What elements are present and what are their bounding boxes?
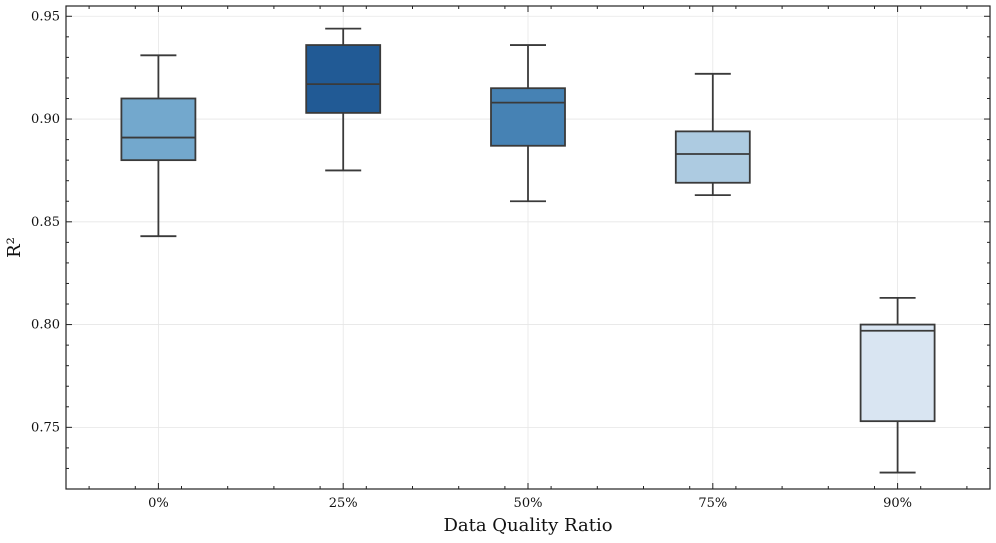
x-tick-labels: 0% 25% 50% 75% 90%: [148, 496, 912, 511]
iqr-box: [490, 87, 566, 147]
axis-ticks: [66, 6, 990, 490]
iqr-box: [674, 130, 751, 184]
x-tick-label: 0%: [148, 496, 169, 511]
box-90pct: [859, 296, 936, 474]
x-tick-label: 25%: [329, 496, 358, 511]
box-75pct: [674, 72, 751, 196]
x-tick-label: 50%: [514, 496, 543, 511]
y-tick-label: 0.75: [31, 420, 60, 435]
iqr-box: [859, 323, 936, 423]
y-axis-title: R²: [4, 237, 25, 258]
box-25pct: [305, 27, 382, 172]
y-tick-labels: 0.75 0.80 0.85 0.90 0.95: [31, 9, 60, 435]
y-tick-label: 0.85: [31, 215, 60, 230]
y-tick-label: 0.90: [31, 112, 60, 127]
y-tick-label: 0.95: [31, 9, 60, 24]
iqr-box: [120, 97, 197, 162]
x-tick-label: 90%: [883, 496, 912, 511]
box-series: [120, 27, 936, 474]
x-axis-title: Data Quality Ratio: [443, 515, 612, 536]
x-tick-label: 75%: [698, 496, 727, 511]
iqr-box: [305, 44, 382, 114]
box-50pct: [490, 44, 566, 203]
box-0pct: [120, 54, 197, 238]
y-tick-label: 0.80: [31, 318, 60, 333]
